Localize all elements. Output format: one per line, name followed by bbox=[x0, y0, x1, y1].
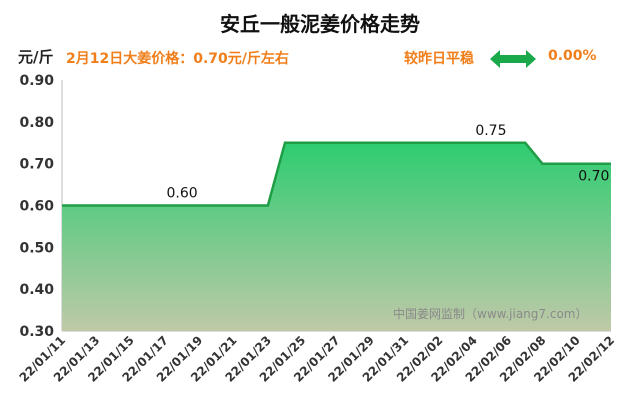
x-axis-ticks: 22/01/1122/01/1322/01/1522/01/1722/01/19… bbox=[17, 333, 618, 385]
data-label: 0.75 bbox=[475, 123, 506, 139]
y-tick-label: 0.60 bbox=[19, 199, 54, 215]
price-area bbox=[62, 142, 611, 331]
y-tick-label: 0.80 bbox=[19, 115, 54, 131]
y-tick-label: 0.40 bbox=[19, 282, 54, 298]
y-tick-label: 0.50 bbox=[19, 240, 54, 256]
y-axis-unit: 元/斤 bbox=[18, 48, 54, 66]
price-line bbox=[62, 141, 611, 207]
double-arrow-icon bbox=[490, 50, 536, 68]
trend-value: 0.00% bbox=[548, 48, 597, 64]
y-tick-label: 0.30 bbox=[19, 324, 54, 340]
y-tick-label: 0.90 bbox=[19, 73, 54, 89]
price-note: 2月12日大姜价格：0.70元/斤左右 bbox=[66, 51, 289, 67]
trend-label: 较昨日平稳 bbox=[404, 51, 474, 67]
y-axis-ticks: 0.30 0.40 0.50 0.60 0.70 0.80 0.90 bbox=[19, 73, 54, 340]
watermark: 中国姜网监制（www.jiang7.com） bbox=[393, 306, 587, 321]
y-tick-label: 0.70 bbox=[19, 157, 54, 173]
chart-title: 安丘一般泥姜价格走势 bbox=[220, 12, 420, 36]
data-label: 0.70 bbox=[578, 169, 609, 185]
data-label: 0.60 bbox=[167, 186, 198, 202]
data-labels: 0.60 0.75 0.70 bbox=[167, 123, 610, 202]
